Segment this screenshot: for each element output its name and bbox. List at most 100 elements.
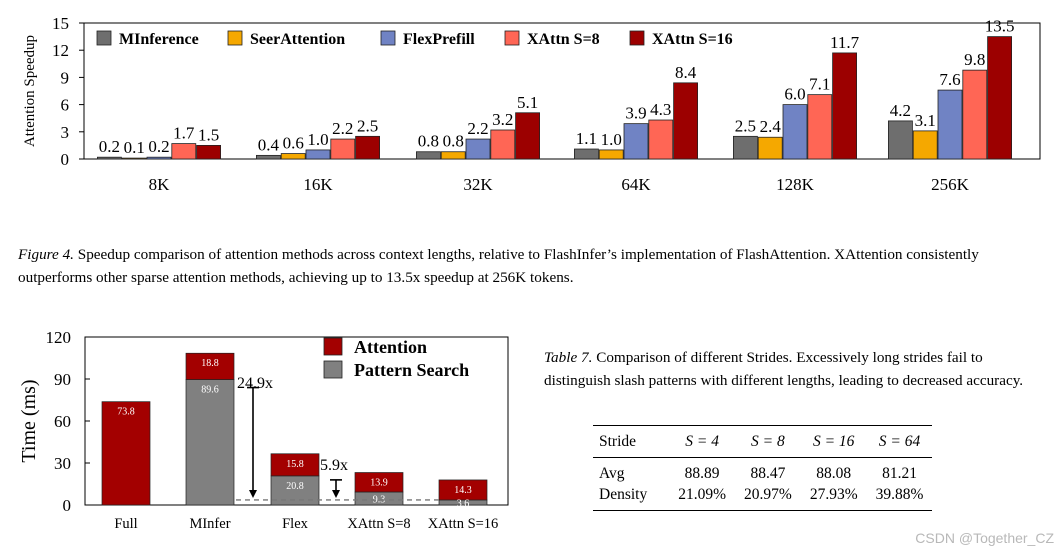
bar-value-label: 0.4 xyxy=(258,135,280,154)
y-axis-label: Attention Speedup xyxy=(22,35,38,147)
bar-value-label: 2.5 xyxy=(357,116,378,135)
legend-swatch-xattn-s-8 xyxy=(504,30,520,46)
table-7-caption: Table 7. Comparison of different Strides… xyxy=(544,346,1044,392)
x-tick-label: 8K xyxy=(149,175,171,194)
figure-4-caption: Figure 4. Speedup comparison of attentio… xyxy=(18,243,1048,289)
bar-value-label: 1.0 xyxy=(601,130,622,149)
x-tick-label: Flex xyxy=(282,516,309,532)
stride-s16-header: S = 16 xyxy=(812,432,855,450)
bar-flexprefill-128k xyxy=(782,104,808,160)
bar-xattn-s-8-16k xyxy=(330,138,356,160)
bar-flexprefill-8k xyxy=(146,156,172,160)
bar-value-label: 0.1 xyxy=(124,138,145,157)
bar-value-label: 1.5 xyxy=(198,125,219,144)
time-chart-legend: Attention Pattern Search xyxy=(323,337,469,380)
speedup-chart-value-labels: 0.2 0.1 0.21.7 1.50.4 0.6 1.02.2 2.50.8 0.82.2 3… xyxy=(99,17,1015,157)
bar-minference-32k xyxy=(415,151,441,160)
bar-value-label: 73.8 xyxy=(117,407,135,418)
watermark: CSDN @Together_CZ xyxy=(915,530,1054,546)
bar-seerattention-64k xyxy=(598,149,624,160)
legend-swatch-xattn-s-16 xyxy=(629,30,645,46)
bar-xattn-s-8-256k xyxy=(962,69,988,160)
table-cell: 20.97% xyxy=(744,485,792,503)
bar-xattn-s-16-8k xyxy=(196,144,222,160)
bar-xattn-s-16-16k xyxy=(355,135,381,160)
table-cell: 88.47 xyxy=(750,464,786,482)
bar-flexprefill-256k xyxy=(937,89,963,160)
table-cell: 27.93% xyxy=(809,485,858,503)
speedup-annotation: 24.9x xyxy=(237,375,273,392)
bar-value-label: 7.6 xyxy=(939,70,960,89)
table-cell: 88.08 xyxy=(816,464,852,482)
bar-attention-flex xyxy=(270,453,320,477)
bar-minference-64k xyxy=(574,148,599,160)
bar-seerattention-128k xyxy=(757,136,783,160)
bar-value-label: 15.8 xyxy=(286,459,304,470)
speedup-chart-legend: MInference SeerAttention FlexPrefill XAttn … xyxy=(96,30,733,48)
speedup-arrow-head xyxy=(249,489,257,498)
time-chart-annotations: 24.9x 5.9x xyxy=(236,375,440,501)
legend-label-minference: MInference xyxy=(119,31,199,48)
y-tick-label: 0 xyxy=(61,150,70,169)
plot-frame xyxy=(83,22,1041,160)
bar-xattn-s-8-128k xyxy=(807,94,833,160)
bar-minference-16k xyxy=(255,154,281,160)
legend-label-pattern-search: Pattern Search xyxy=(354,360,469,380)
y-tick-label: 9 xyxy=(61,68,70,87)
legend-label-xattn-s-8: XAttn S=8 xyxy=(527,31,600,48)
bar-value-label: 0.8 xyxy=(443,132,464,151)
bar-value-label: 18.8 xyxy=(201,358,219,369)
legend-swatch-attention xyxy=(323,337,343,356)
y-tick-label: 0 xyxy=(63,496,72,515)
x-tick-label: XAttn S=16 xyxy=(428,516,499,532)
bar-value-label: 9.3 xyxy=(373,494,386,505)
time-chart-value-labels: 73.8 89.6 18.8 20.8 15.8 9.3 13.9 3.6 14.3 xyxy=(117,358,472,509)
time-chart-axes: 0 30 60 90 120 Time (ms) Full MInfer Flex XAttn S… xyxy=(18,328,509,532)
legend-label-xattn-s-16: XAttn S=16 xyxy=(652,31,733,48)
bar-value-label: 0.8 xyxy=(418,132,439,151)
bar-value-label: 0.2 xyxy=(148,137,169,156)
speedup-arrow-head xyxy=(332,489,340,498)
y-tick-label: 30 xyxy=(54,454,71,473)
bar-attention-xattn-s-16 xyxy=(438,479,488,501)
bar-value-label: 1.0 xyxy=(307,130,328,149)
x-tick-label: Full xyxy=(114,516,137,532)
bar-value-label: 9.8 xyxy=(964,50,985,69)
bar-seerattention-8k xyxy=(121,157,147,160)
x-tick-label: 16K xyxy=(303,175,333,194)
x-tick-label: 64K xyxy=(621,175,651,194)
bar-xattn-s-16-128k xyxy=(832,52,857,160)
speedup-chart-bars xyxy=(97,36,1012,160)
bar-value-label: 2.4 xyxy=(760,117,782,136)
bar-value-label: 2.2 xyxy=(332,119,353,138)
bar-xattn-s-16-256k xyxy=(987,36,1012,160)
row-label: Density xyxy=(599,485,648,503)
x-tick-label: 128K xyxy=(776,175,815,194)
bar-xattn-s-8-8k xyxy=(171,143,197,160)
legend-swatch-minference xyxy=(96,30,112,46)
bar-value-label: 1.7 xyxy=(173,124,195,143)
bar-value-label: 13.5 xyxy=(985,17,1015,36)
bar-pattern-search-minfer xyxy=(185,379,235,506)
x-tick-label: XAttn S=8 xyxy=(347,516,410,532)
bar-value-label: 3.1 xyxy=(915,111,936,130)
figure-4-label: Figure 4. xyxy=(18,246,74,263)
stride-table: Stride S = 4 S = 8 S = 16 S = 64 Avg 88.… xyxy=(593,425,933,511)
bar-value-label: 0.6 xyxy=(283,134,304,153)
bar-seerattention-16k xyxy=(280,153,306,160)
x-tick-label: MInfer xyxy=(189,516,230,532)
bar-value-label: 1.1 xyxy=(576,129,597,148)
time-breakdown-chart: 0 30 60 90 120 Time (ms) Full MInfer Flex XAttn S… xyxy=(18,328,509,532)
y-tick-label: 15 xyxy=(52,14,69,33)
stride-table-header-row: Stride S = 4 S = 8 S = 16 S = 64 xyxy=(593,425,933,458)
y-tick-label: 90 xyxy=(54,370,71,389)
legend-swatch-flexprefill xyxy=(380,30,396,46)
table-cell: 88.89 xyxy=(684,464,720,482)
y-tick-label: 60 xyxy=(54,412,71,431)
bar-minference-8k xyxy=(97,156,122,160)
legend-label-flexprefill: FlexPrefill xyxy=(403,31,475,48)
bar-seerattention-32k xyxy=(440,151,466,160)
bar-value-label: 5.1 xyxy=(517,93,538,112)
bar-minference-256k xyxy=(888,120,913,160)
legend-swatch-seerattention xyxy=(227,30,243,46)
